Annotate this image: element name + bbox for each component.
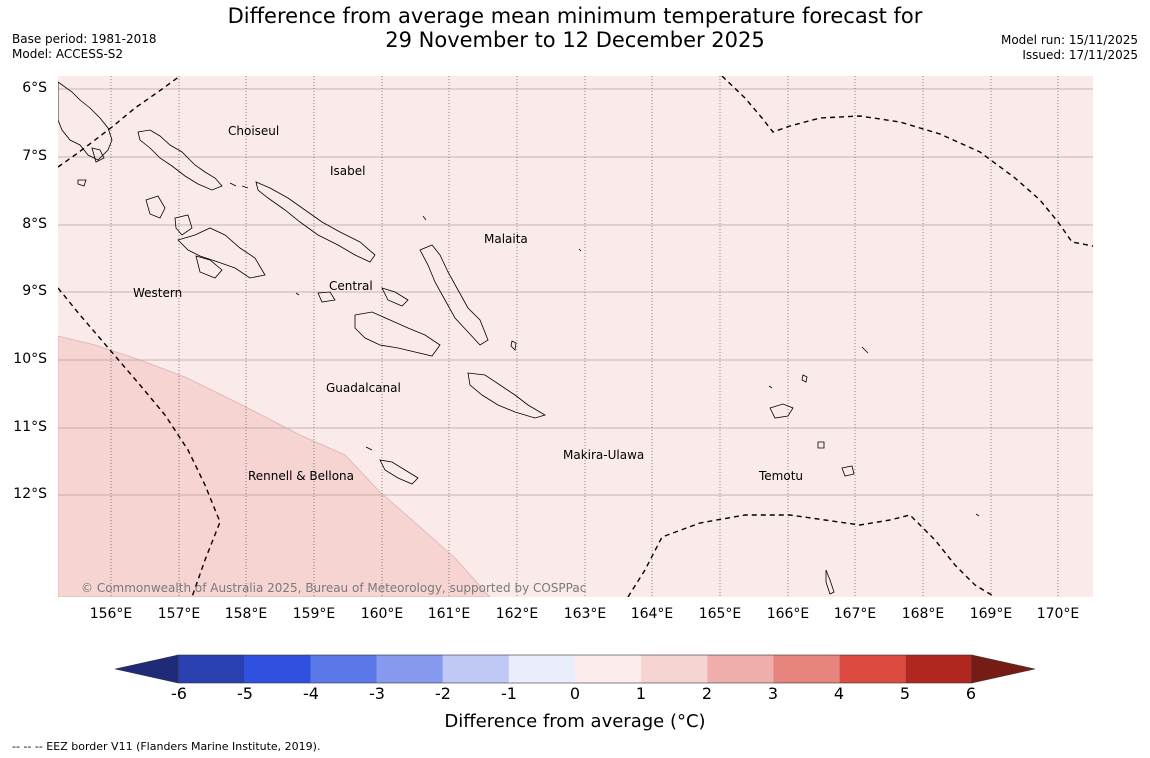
colorbar-low-arrow (114, 654, 179, 684)
cb-tick-6: 6 (965, 684, 977, 703)
chart-title: Difference from average mean minimum tem… (0, 4, 1150, 52)
lon-label-168e: 168°E (901, 606, 945, 622)
cb-tick-0: 0 (569, 684, 581, 703)
colorbar-segment (839, 655, 907, 683)
colorbar-segments (178, 655, 973, 683)
colorbar-frame (177, 654, 973, 684)
cb-tick-1: 1 (635, 684, 647, 703)
region-labels: Choiseul Isabel Malaita Western Central … (133, 124, 803, 483)
colorbar-segment (905, 655, 973, 683)
lat-label-11s: 11°S (13, 419, 47, 435)
lat-label-12s: 12°S (13, 486, 47, 502)
colorbar-segment (773, 655, 840, 683)
lon-label-162e: 162°E (495, 606, 539, 622)
lon-label-169e: 169°E (969, 606, 1013, 622)
cb-tick-minus2: -2 (435, 684, 451, 703)
lon-label-161e: 161°E (427, 606, 471, 622)
colorbar-segment (707, 655, 774, 683)
colorbar-segment (442, 655, 510, 683)
cb-tick-minus4: -4 (303, 684, 319, 703)
region-western: Western (133, 286, 182, 300)
lon-label-156e: 156°E (89, 606, 133, 622)
colorbar-title: Difference from average (°C) (444, 711, 706, 732)
latitude-gridlines (58, 88, 1093, 496)
colorbar-segment (641, 655, 708, 683)
cb-tick-minus6: -6 (171, 684, 187, 703)
lat-label-7s: 7°S (22, 148, 47, 164)
lat-label-8s: 8°S (22, 216, 47, 232)
cb-tick-minus3: -3 (369, 684, 385, 703)
model-run: Model run: 15/11/2025 (1000, 33, 1138, 47)
colorbar-segment (376, 655, 443, 683)
meta-right: Model run: 15/11/2025 Issued: 17/11/2025 (1001, 33, 1138, 63)
issued-date: Issued: 17/11/2025 (1022, 48, 1138, 62)
title-line-1: Difference from average mean minimum tem… (227, 4, 923, 28)
region-central: Central (329, 279, 373, 293)
colorbar-segment (244, 655, 311, 683)
region-makira-ulawa: Makira-Ulawa (563, 448, 644, 462)
region-temotu: Temotu (758, 469, 803, 483)
region-choiseul: Choiseul (228, 124, 279, 138)
colorbar (114, 654, 1036, 684)
lon-label-166e: 166°E (766, 606, 810, 622)
lat-label-10s: 10°S (13, 351, 47, 367)
cb-tick-5: 5 (899, 684, 911, 703)
lat-label-9s: 9°S (22, 283, 47, 299)
eez-borders (58, 76, 1093, 597)
cb-tick-minus5: -5 (237, 684, 253, 703)
lon-label-167e: 167°E (833, 606, 877, 622)
colorbar-segment (178, 655, 245, 683)
region-isabel: Isabel (330, 164, 365, 178)
meta-left: Base period: 1981-2018 Model: ACCESS-S2 (12, 32, 157, 62)
eez-footnote: -- -- -- EEZ border V11 (Flanders Marine… (12, 740, 321, 753)
coastlines (58, 81, 980, 595)
lon-label-158e: 158°E (224, 606, 268, 622)
lon-label-159e: 159°E (292, 606, 336, 622)
map-panel: Choiseul Isabel Malaita Western Central … (58, 76, 1093, 597)
cb-tick-3: 3 (767, 684, 779, 703)
region-malaita: Malaita (484, 232, 528, 246)
cb-tick-2: 2 (701, 684, 713, 703)
colorbar-segment (508, 655, 576, 683)
lon-label-160e: 160°E (360, 606, 404, 622)
cb-tick-4: 4 (833, 684, 845, 703)
lon-label-165e: 165°E (698, 606, 742, 622)
colorbar-segment (575, 655, 642, 683)
base-period: Base period: 1981-2018 (12, 32, 157, 46)
cb-tick-minus1: -1 (501, 684, 517, 703)
lon-label-157e: 157°E (157, 606, 201, 622)
lon-label-163e: 163°E (563, 606, 607, 622)
region-rennell-bellona: Rennell & Bellona (248, 469, 354, 483)
region-guadalcanal: Guadalcanal (326, 381, 401, 395)
model-name: Model: ACCESS-S2 (12, 47, 124, 61)
colorbar-segment (310, 655, 377, 683)
copyright-notice: © Commonwealth of Australia 2025, Bureau… (81, 581, 586, 595)
lon-label-170e: 170°E (1036, 606, 1080, 622)
title-line-2: 29 November to 12 December 2025 (385, 28, 765, 52)
colorbar-high-arrow (971, 654, 1036, 684)
lon-label-164e: 164°E (630, 606, 674, 622)
lat-label-6s: 6°S (22, 80, 47, 96)
